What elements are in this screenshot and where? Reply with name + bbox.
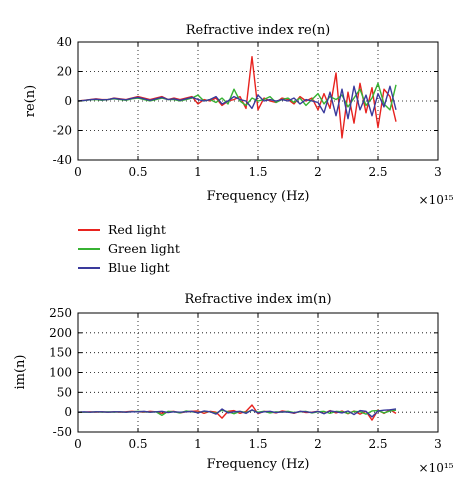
y-tick-label-im: 200 <box>49 326 72 340</box>
y-tick-label-im: 250 <box>49 306 72 320</box>
x-tick-label-im: 1 <box>194 437 202 451</box>
x-axis-label-im: Frequency (Hz) <box>207 457 310 472</box>
y-tick-label-re: 20 <box>57 65 72 79</box>
x-tick-label-re: 2 <box>314 165 322 179</box>
x-tick-label-re: 0 <box>74 165 82 179</box>
x-axis-label-re: Frequency (Hz) <box>207 189 310 204</box>
x-tick-label-im: 0 <box>74 437 82 451</box>
y-tick-label-im: -50 <box>53 425 72 439</box>
y-tick-label-im: 50 <box>57 385 72 399</box>
y-tick-label-re: 40 <box>57 35 72 49</box>
y-tick-label-re: -40 <box>53 153 72 167</box>
x-tick-label-im: 3 <box>434 437 442 451</box>
y-tick-label-im: 100 <box>49 366 72 380</box>
legend: Red light Green light Blue light <box>78 222 180 275</box>
x-tick-label-re: 1 <box>194 165 202 179</box>
x-tick-label-re: 0.5 <box>128 165 147 179</box>
legend-label-red: Red light <box>108 222 166 237</box>
series-line-blue-light-re <box>77 85 397 120</box>
chart-title-re: Refractive index re(n) <box>186 23 331 38</box>
x-multiplier-re: ×10¹⁵ <box>419 193 454 207</box>
y-tick-label-re: -20 <box>53 124 72 138</box>
x-tick-label-im: 2 <box>314 437 322 451</box>
legend-label-blue: Blue light <box>108 260 170 275</box>
chart-title-im: Refractive index im(n) <box>184 292 331 307</box>
y-axis-label-re: re(n) <box>23 85 38 117</box>
chart-im: Refractive index im(n) im(n) Frequency (… <box>13 292 454 475</box>
x-tick-label-re: 1.5 <box>248 165 267 179</box>
y-tick-label-re: 0 <box>64 94 72 108</box>
y-tick-label-im: 150 <box>49 346 72 360</box>
x-multiplier-im: ×10¹⁵ <box>419 461 454 475</box>
x-tick-label-im: 1.5 <box>248 437 267 451</box>
chart-re: Refractive index re(n) re(n) Frequency (… <box>23 23 454 207</box>
series-line-blue-light-im <box>77 408 397 418</box>
x-tick-label-re: 3 <box>434 165 442 179</box>
legend-label-green: Green light <box>108 241 180 256</box>
x-tick-label-im: 2.5 <box>368 437 387 451</box>
x-tick-label-im: 0.5 <box>128 437 147 451</box>
y-tick-label-im: 0 <box>64 405 72 419</box>
x-tick-label-re: 2.5 <box>368 165 387 179</box>
y-axis-label-im: im(n) <box>13 354 28 389</box>
